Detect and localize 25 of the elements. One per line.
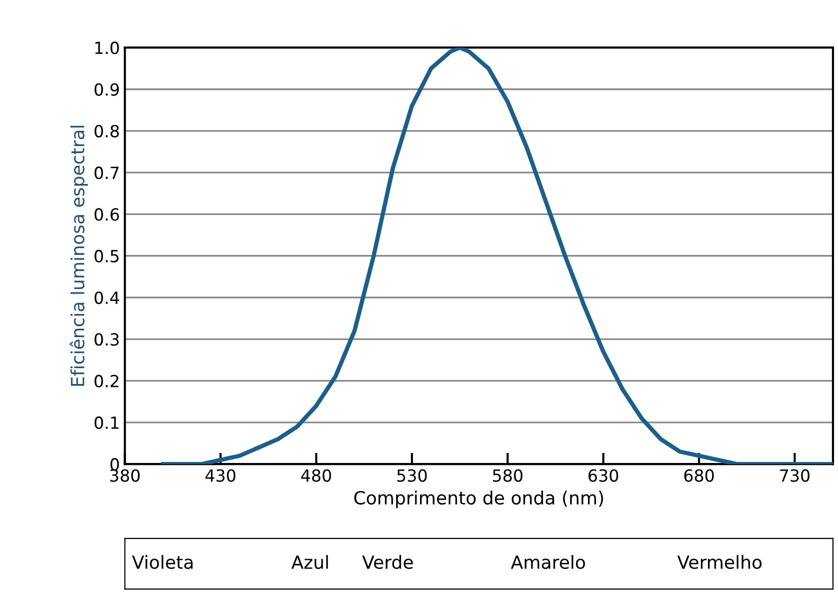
x-tick-label: 480 (301, 469, 332, 482)
y-axis-title: Eficiência luminosa espectral (70, 126, 88, 386)
x-tick-label: 730 (780, 469, 810, 482)
text: Azul (291, 555, 328, 569)
text: Amarelo (510, 555, 585, 569)
x-tick-label: 380 (110, 469, 140, 482)
y-tick-label: 0.7 (94, 166, 119, 180)
x-tick-label: 580 (493, 469, 522, 482)
y-tick-label: 0.5 (94, 250, 119, 262)
y-tick-label: 0.9 (94, 83, 119, 96)
y-tick-label: 1.0 (95, 42, 119, 54)
y-tick-label: 0.2 (94, 374, 118, 388)
x-tick-label: 430 (205, 469, 236, 482)
x-tick-label: 630 (588, 469, 618, 482)
y-tick-label: 0.6 (94, 208, 119, 221)
y-tick-label: 0.1 (94, 416, 118, 430)
y-tick-label: 0.4 (94, 291, 120, 304)
x-tick-label: 680 (684, 469, 714, 482)
text: Vermelho (677, 555, 762, 569)
text: Violeta (132, 555, 193, 569)
text: Verde (362, 555, 413, 569)
x-tick-label: 530 (397, 469, 427, 482)
y-tick-label: 0.3 (94, 333, 119, 346)
x-axis-title: Comprimento de onda (nm) (354, 490, 604, 508)
y-tick-label: 0.8 (94, 124, 119, 138)
